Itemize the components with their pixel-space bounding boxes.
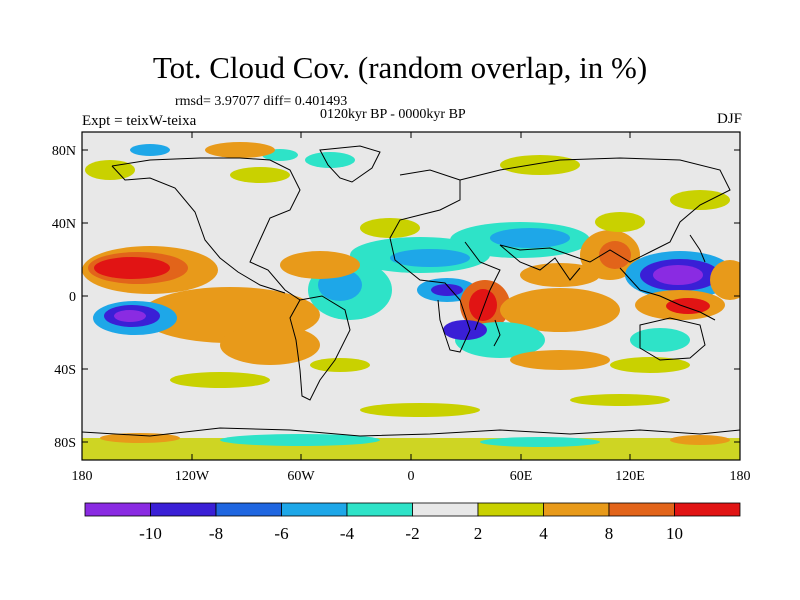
lat-label: 40N (52, 217, 76, 232)
map-title: Tot. Cloud Cov. (random overlap, in %) (152, 50, 648, 85)
colorbar-swatch (608, 502, 675, 517)
lon-label: 0 (408, 469, 415, 484)
longitude-labels: 180 120W 60W 0 60E 120E 180 (72, 469, 751, 484)
period-text: 0120kyr BP - 0000kyr BP (320, 107, 466, 122)
colorbar-swatch (346, 502, 413, 517)
lon-label: 180 (72, 469, 93, 484)
colorbar-swatch (215, 502, 282, 517)
colorbar-labels: -10 -8 -6 -4 -2 2 4 8 10 (139, 524, 683, 543)
colorbar-label: -10 (139, 524, 162, 543)
anomaly-field (82, 142, 740, 460)
colorbar-swatch (543, 502, 610, 517)
colorbar-label: -6 (274, 524, 288, 543)
colorbar-label: -2 (405, 524, 419, 543)
lon-label: 180 (730, 469, 751, 484)
lat-label: 80S (54, 436, 76, 451)
colorbar-swatch (674, 502, 741, 517)
lon-label: 120E (615, 469, 645, 484)
colorbar-label: 2 (474, 524, 483, 543)
colorbar-label: 10 (666, 524, 683, 543)
colorbar-label: 4 (539, 524, 548, 543)
colorbar (84, 502, 741, 517)
colorbar-swatch (84, 502, 151, 517)
coastlines (82, 145, 740, 437)
lon-label: 60W (287, 469, 315, 484)
colorbar-swatch (281, 502, 348, 517)
season-label: DJF (716, 111, 742, 127)
lat-label: 80N (52, 144, 76, 159)
colorbar-label: -4 (340, 524, 355, 543)
lon-label: 60E (510, 469, 533, 484)
lat-label: 0 (69, 290, 76, 305)
stats-text: rmsd= 3.97077 diff= 0.401493 (175, 94, 348, 109)
colorbar-swatch (412, 502, 479, 517)
lon-label: 120W (175, 469, 210, 484)
colorbar-label: -8 (209, 524, 223, 543)
experiment-label: Expt = teixW-teixa (82, 113, 197, 129)
latitude-labels: 80N 40N 0 40S 80S (52, 144, 76, 451)
colorbar-swatch (477, 502, 544, 517)
colorbar-swatch (150, 502, 217, 517)
axis-ticks (81, 132, 741, 460)
colorbar-label: 8 (605, 524, 614, 543)
lat-label: 40S (54, 363, 76, 378)
